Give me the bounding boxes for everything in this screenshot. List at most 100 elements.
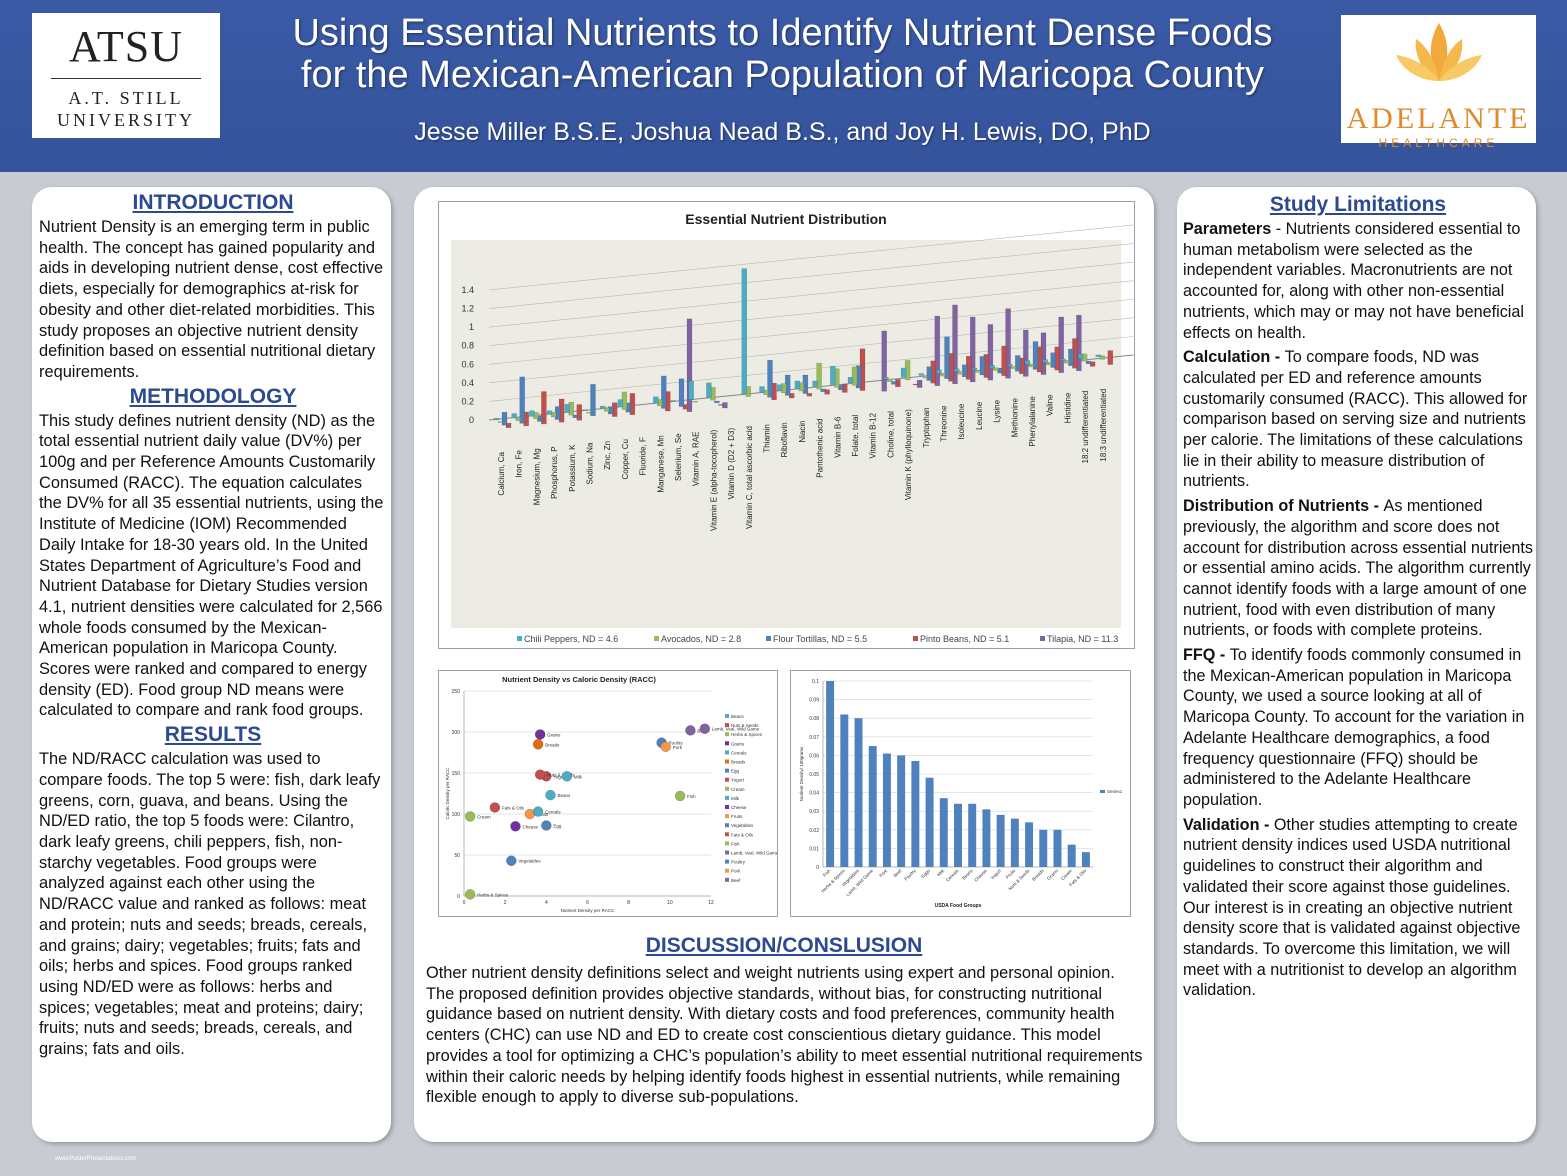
bar-chili-peppers bbox=[653, 396, 659, 404]
legend-swatch bbox=[725, 759, 729, 764]
atsu-logo: ATSU A.T. Still University bbox=[32, 13, 220, 138]
bar-chili-peppers bbox=[954, 368, 960, 372]
lotus-icon bbox=[1395, 23, 1482, 81]
scatter-point bbox=[545, 789, 556, 801]
poster-title: Using Essential Nutrients to Identify Nu… bbox=[225, 12, 1340, 96]
bar-chili-peppers bbox=[1042, 359, 1048, 363]
legend-swatch bbox=[725, 823, 729, 828]
x-tick-label: Histidine bbox=[1063, 392, 1072, 423]
point-label: Poultry bbox=[669, 741, 684, 746]
legend-label: Series1 bbox=[1107, 789, 1123, 794]
point-label: Lamb, Veal, Wild Game bbox=[712, 727, 760, 732]
legend-label: Milk bbox=[731, 796, 740, 801]
point-label: Pork bbox=[673, 745, 683, 750]
adelante-wordmark: ADELANTE bbox=[1346, 102, 1531, 135]
x-tick-label: Potassium, K bbox=[568, 444, 577, 492]
legend-label: Flour Tortillas, ND = 5.5 bbox=[773, 634, 867, 644]
footer-credit: www.PosterPresentations.com bbox=[55, 1156, 137, 1162]
bar-chili-peppers bbox=[847, 377, 854, 384]
nutrient-distribution-svg: Essential Nutrient Distribution 0 0.2 0.4 0.… bbox=[451, 211, 1134, 644]
x-tick-label: Cheese bbox=[973, 868, 988, 883]
legend-label: Grains bbox=[731, 741, 745, 746]
right-column: Study Limitations Parameters - Nutrients… bbox=[1177, 187, 1536, 1142]
scatter-point bbox=[699, 723, 711, 734]
y-tick-label: 0 bbox=[469, 415, 474, 425]
bar-flour-tortillas bbox=[820, 388, 826, 392]
scatter-point bbox=[561, 771, 573, 782]
x-tick-label: Fruits bbox=[1005, 868, 1017, 880]
bar-chili-peppers bbox=[1095, 354, 1101, 358]
legend-swatch bbox=[725, 850, 729, 855]
x-tick-label: Vitamin C, total ascorbic acid bbox=[745, 426, 754, 529]
bar-tilapia bbox=[881, 330, 887, 392]
legend-swatch bbox=[725, 841, 729, 846]
point-label: Herbs & Spices bbox=[477, 892, 509, 897]
point-label: Egg bbox=[553, 823, 562, 828]
bar-flour-tortillas bbox=[1085, 360, 1092, 365]
bar-chili-peppers bbox=[511, 413, 517, 419]
legend-label: Avocados, ND = 2.8 bbox=[661, 634, 741, 644]
limitation-label: Calculation - bbox=[1183, 348, 1285, 367]
x-tick-label: Vitamin B-12 bbox=[869, 412, 878, 458]
bar-tilapia bbox=[1058, 316, 1064, 373]
legend-label: Pinto Beans, ND = 5.1 bbox=[920, 634, 1009, 644]
food-group-bar bbox=[968, 803, 977, 867]
bar-avocados bbox=[958, 371, 964, 375]
limitations-heading: Study Limitations bbox=[1269, 193, 1447, 216]
authors: Jesse Miller B.S.E, Joshua Nead B.S., an… bbox=[414, 118, 1151, 146]
bar-pinto-beans bbox=[1089, 361, 1096, 367]
bar-flour-tortillas bbox=[661, 375, 667, 409]
nutrient-distribution-chart: Essential Nutrient Distribution 0 0.2 0.4 0.… bbox=[438, 201, 1135, 649]
scatter-point bbox=[541, 820, 552, 831]
legend-label: Tilapia, ND = 11.3 bbox=[1047, 634, 1118, 644]
x-tick-label: 4 bbox=[545, 900, 548, 906]
bar-chili-peppers bbox=[706, 382, 712, 398]
limitation-ffq: FFQ - To identify foods commonly consume… bbox=[1183, 645, 1533, 811]
legend-swatch bbox=[766, 636, 771, 641]
x-tick-label: Choline, total bbox=[886, 411, 895, 458]
x-tick-label: Copper, Cu bbox=[621, 439, 630, 479]
scatter-point bbox=[489, 802, 501, 813]
limitation-distribution: Distribution of Nutrients - As mentioned… bbox=[1183, 496, 1533, 641]
legend-swatch bbox=[725, 795, 729, 800]
limitation-text: To identify foods commonly consumed in t… bbox=[1183, 646, 1525, 809]
bar-avocados bbox=[603, 407, 610, 412]
bar-flour-tortillas bbox=[891, 381, 897, 385]
x-tick-label: Leucine bbox=[975, 401, 984, 430]
legend-label: Poultry bbox=[731, 860, 746, 865]
legend-label: Cereals bbox=[731, 750, 747, 755]
bar-chili-peppers bbox=[1007, 364, 1013, 367]
atsu-logo-line1: A.T. Still bbox=[68, 88, 184, 108]
x-tick-label: Lysine bbox=[993, 399, 1002, 422]
x-tick-label: Iron, Fe bbox=[515, 450, 524, 478]
x-tick-label: Selenium, Se bbox=[674, 433, 683, 481]
limitation-label: FFQ - bbox=[1183, 646, 1230, 665]
bar-chili-peppers bbox=[599, 405, 606, 410]
legend-swatch bbox=[725, 714, 729, 718]
bar-flour-tortillas bbox=[1032, 341, 1039, 370]
legend-swatch bbox=[913, 636, 918, 641]
limitation-calculation: Calculation - To compare foods, ND was c… bbox=[1183, 347, 1533, 492]
x-tick-label: 6 bbox=[586, 900, 589, 906]
legend-label: Lamb, Veal, Wild Game bbox=[731, 851, 777, 856]
gridline bbox=[488, 317, 1134, 384]
bar-flour-tortillas bbox=[572, 414, 579, 418]
x-tick-label: 8 bbox=[627, 900, 630, 906]
x-tick-label: Threonine bbox=[940, 405, 949, 442]
x-tick-label: Eggs bbox=[920, 868, 931, 879]
y-tick-label: 0 bbox=[457, 894, 460, 900]
bar-avocados bbox=[515, 417, 521, 421]
y-tick-label: 0.01 bbox=[809, 846, 819, 852]
bar-chili-peppers bbox=[1060, 358, 1066, 361]
y-tick-label: 0.04 bbox=[809, 791, 819, 797]
bar-chili-peppers bbox=[759, 386, 765, 393]
x-tick-label: 10 bbox=[667, 900, 673, 906]
y-tick-label: 0.09 bbox=[809, 698, 819, 704]
bar-tilapia bbox=[952, 304, 958, 385]
bar-chili-peppers bbox=[777, 384, 783, 391]
center-column: Essential Nutrient Distribution 0 0.2 0.4 0.… bbox=[414, 187, 1154, 1142]
y-tick-label: 100 bbox=[452, 812, 461, 818]
limitation-text: As mentioned previously, the algorithm a… bbox=[1183, 497, 1534, 640]
x-tick-label: Cereals bbox=[945, 868, 960, 883]
plot-area bbox=[451, 240, 1121, 628]
